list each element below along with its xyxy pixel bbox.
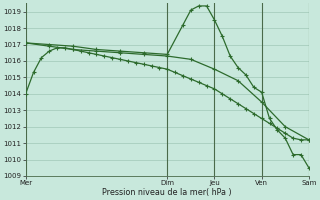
X-axis label: Pression niveau de la mer( hPa ): Pression niveau de la mer( hPa ) bbox=[102, 188, 232, 197]
